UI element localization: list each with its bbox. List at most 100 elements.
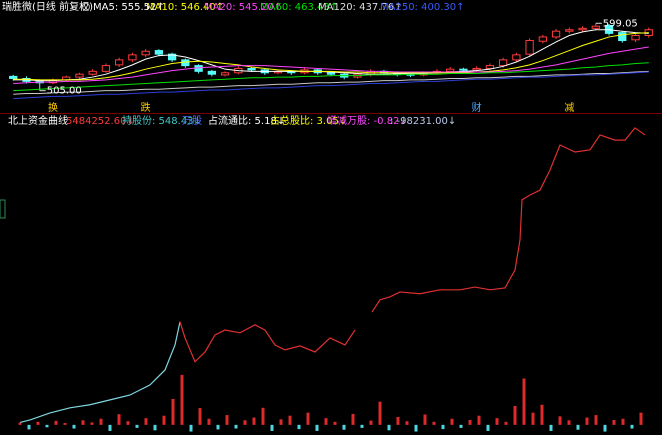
bar	[414, 424, 418, 432]
candle-body	[631, 35, 640, 41]
bar	[450, 418, 454, 425]
candle-body	[525, 40, 534, 55]
legend-item: MA120: 437.76↑	[318, 2, 402, 13]
bar	[558, 416, 562, 425]
bar	[522, 378, 526, 425]
bar	[576, 424, 580, 430]
bar	[459, 424, 463, 428]
bar	[225, 415, 229, 425]
candle-body	[472, 67, 481, 71]
legend-item: MA5: 555.52↑	[93, 2, 165, 13]
line	[13, 71, 649, 100]
bar	[99, 418, 103, 425]
bar	[135, 424, 139, 428]
bar	[441, 424, 445, 430]
settings-icon[interactable]	[82, 3, 90, 11]
bar	[333, 421, 337, 425]
bar	[567, 420, 571, 425]
line	[371, 127, 646, 313]
bar	[369, 420, 373, 425]
event-marker: 换	[48, 101, 58, 114]
line	[13, 46, 649, 85]
legend-item: 占总股比: 3.05↓	[270, 114, 347, 127]
event-marker: 跌	[141, 101, 151, 114]
bar	[405, 421, 409, 425]
candle-body	[167, 53, 177, 61]
bar	[612, 419, 616, 425]
bar	[117, 414, 121, 425]
bar	[243, 420, 247, 425]
annotation-label: 505.00	[47, 86, 82, 97]
candle-body	[578, 27, 587, 31]
bar	[306, 412, 310, 425]
candle-body	[485, 65, 495, 69]
bar	[603, 424, 607, 432]
candle-body	[88, 70, 97, 75]
legend-item: MA20: 545.20↑	[204, 2, 282, 13]
bar	[171, 398, 175, 425]
bar	[279, 419, 283, 425]
bar	[207, 418, 211, 425]
annotation-label: 599.05	[603, 18, 638, 29]
bar	[108, 424, 112, 431]
bar	[594, 415, 598, 425]
line	[179, 321, 356, 363]
legend-item: 万股	[182, 115, 202, 127]
event-marker: 减	[564, 102, 574, 114]
candle-body	[141, 50, 150, 56]
line	[13, 32, 649, 81]
candle-body	[247, 67, 256, 71]
bar	[45, 424, 49, 428]
bar	[486, 424, 490, 431]
candle-body	[220, 72, 230, 76]
candle-body	[459, 68, 468, 71]
bar	[18, 422, 22, 425]
legend-item: : -98231.00↓	[390, 116, 456, 127]
bar	[297, 424, 301, 430]
bar	[36, 421, 40, 425]
candle-body	[565, 29, 574, 32]
bar	[198, 408, 202, 425]
bar	[504, 421, 508, 425]
legend-item: 持股份: 548.43↓	[122, 114, 202, 127]
bar	[549, 424, 553, 431]
bar	[540, 404, 544, 425]
bar	[432, 421, 436, 425]
bar	[513, 405, 517, 425]
candle-body	[591, 25, 600, 29]
bar	[477, 415, 481, 425]
bar	[378, 401, 382, 425]
bar	[324, 418, 328, 425]
candle-body	[326, 72, 336, 75]
chart-title: 瑞胜微(日线 前复权)	[2, 0, 93, 13]
bar	[351, 413, 355, 425]
bar	[90, 422, 94, 425]
bar	[81, 420, 85, 425]
bar	[216, 424, 220, 430]
candle-body	[498, 59, 508, 67]
line	[13, 62, 649, 92]
bar	[189, 424, 193, 432]
bar	[144, 418, 148, 425]
bar	[639, 412, 643, 425]
line	[13, 29, 649, 82]
bar	[468, 419, 472, 425]
legend-item: 增减万股: -0.82↓	[327, 114, 408, 127]
candle-body	[551, 30, 561, 38]
side-tab[interactable]	[0, 199, 6, 219]
bar	[252, 417, 256, 425]
candle-body	[207, 70, 216, 75]
event-marker: 财	[472, 101, 482, 114]
bar	[396, 416, 400, 425]
candle-body	[618, 32, 627, 42]
bar	[162, 415, 166, 425]
legend-item: MA10: 546.40↑	[146, 2, 224, 13]
candle-body	[512, 54, 521, 61]
bar	[387, 424, 391, 431]
bar	[585, 417, 589, 425]
bar	[270, 424, 274, 431]
candle-body	[446, 68, 455, 72]
